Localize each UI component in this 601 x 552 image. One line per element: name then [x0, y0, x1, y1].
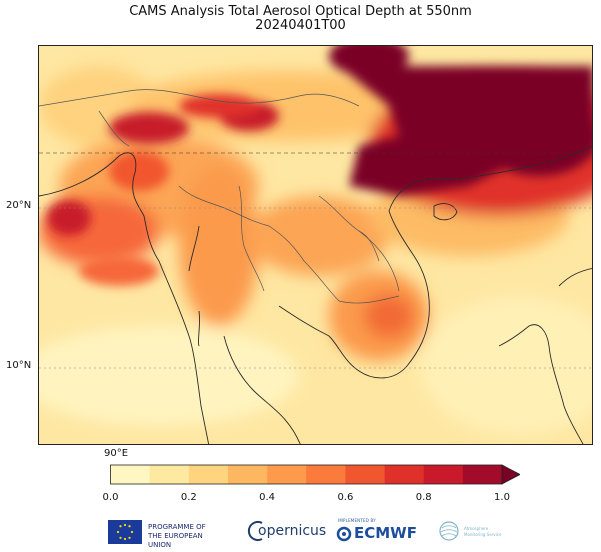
copernicus-logo: opernicus: [246, 517, 336, 547]
colorbar-tick-label: 0.6: [337, 492, 354, 503]
colorbar-swatch: [267, 465, 307, 484]
copernicus-c-icon: [247, 521, 263, 541]
ecmwf-swirl-icon: [336, 526, 352, 542]
colorbar-tick-label: 0.2: [180, 492, 197, 503]
colorbar: [110, 464, 520, 485]
lon-label-90e: 90°E: [104, 448, 129, 459]
cams-text-line2: Monitoring Service: [464, 532, 502, 537]
aerosol-map: [38, 45, 593, 445]
map-title: CAMS Analysis Total Aerosol Optical Dept…: [129, 4, 472, 19]
colorbar-swatch: [462, 465, 503, 484]
lat-label-10n: 10°N: [6, 360, 32, 371]
borders: [39, 89, 400, 304]
colorbar-tick-label: 0.8: [415, 492, 432, 503]
logo-strip: PROGRAMME OF THE EUROPEAN UNION opernicu…: [108, 517, 558, 549]
eu-logo: PROGRAMME OF THE EUROPEAN UNION: [108, 517, 228, 549]
colorbar-swatch: [110, 465, 150, 484]
colorbar-swatch: [306, 465, 346, 484]
colorbar-frame: [110, 464, 503, 485]
colorbar-swatch: [149, 465, 190, 484]
colorbar-swatch: [345, 465, 385, 484]
ecmwf-implemented-by: IMPLEMENTED BY: [338, 518, 376, 523]
colorbar-swatch: [384, 465, 424, 484]
cams-text-line1: Atmosphere: [464, 526, 489, 531]
map-subtitle: 20240401T00: [255, 18, 346, 33]
colorbar-tick-label: 0.4: [259, 492, 276, 503]
lat-label-20n: 20°N: [6, 200, 32, 211]
colorbar-swatch: [188, 465, 229, 484]
ecmwf-text: ECMWF: [354, 524, 417, 542]
gridlines: [39, 152, 592, 369]
eu-text-line2: THE EUROPEAN UNION: [148, 532, 203, 549]
colorbar-tick-label: 0.0: [102, 492, 119, 503]
colorbar-tick-label: 1.0: [494, 492, 510, 503]
colorbar-swatch: [423, 465, 464, 484]
colorbar-swatches: [110, 465, 503, 484]
aerosol-map-svg: [39, 46, 592, 444]
colorbar-extend-arrow: [501, 464, 520, 485]
eu-flag-icon: [108, 520, 142, 544]
coastlines: [39, 146, 592, 444]
aod-hotspots: [47, 46, 592, 286]
eu-text-line1: PROGRAMME OF: [148, 523, 206, 531]
ecmwf-logo: IMPLEMENTED BY ECMWF: [336, 517, 436, 547]
cams-logo: Atmosphere Monitoring Service: [438, 517, 518, 547]
colorbar-swatch: [227, 465, 268, 484]
cams-globe-icon: [439, 521, 459, 541]
copernicus-text: opernicus: [258, 523, 327, 539]
